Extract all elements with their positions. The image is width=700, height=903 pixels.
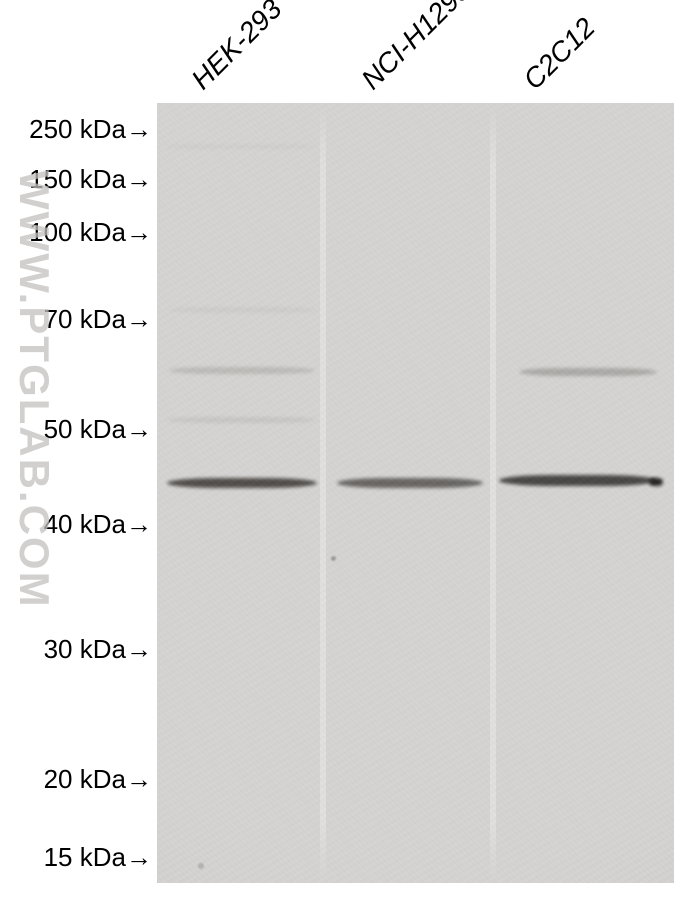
blot-band [167, 417, 317, 423]
blot-band [337, 478, 483, 488]
mw-unit: kDa [80, 634, 126, 664]
mw-unit: kDa [80, 414, 126, 444]
blot-band [649, 478, 663, 486]
mw-unit: kDa [80, 842, 126, 872]
arrow-right-icon: → [126, 509, 152, 539]
mw-marker-label: 100 kDa→ [29, 217, 152, 248]
blot-band [165, 144, 317, 149]
blot-band [167, 478, 317, 488]
blot-band [169, 367, 315, 374]
mw-value: 40 [44, 509, 73, 539]
mw-value: 50 [44, 414, 73, 444]
lane-label: NCI-H1299 [355, 0, 477, 96]
mw-unit: kDa [80, 217, 126, 247]
mw-marker-label: 50 kDa→ [44, 414, 152, 445]
lane-label: HEK-293 [185, 0, 288, 96]
lane-label: C2C12 [517, 12, 601, 96]
mw-unit: kDa [80, 509, 126, 539]
speck [331, 556, 336, 561]
mw-value: 150 [29, 164, 72, 194]
mw-marker-label: 250 kDa→ [29, 114, 152, 145]
film-grain [157, 103, 674, 883]
lane-divider [320, 103, 326, 883]
mw-marker-label: 40 kDa→ [44, 509, 152, 540]
mw-marker-label: 20 kDa→ [44, 764, 152, 795]
mw-unit: kDa [80, 114, 126, 144]
arrow-right-icon: → [126, 414, 152, 444]
mw-marker-label: 70 kDa→ [44, 304, 152, 335]
blot-membrane [157, 103, 674, 883]
mw-unit: kDa [80, 304, 126, 334]
mw-value: 15 [44, 842, 73, 872]
mw-value: 70 [44, 304, 73, 334]
lane-divider [490, 103, 496, 883]
arrow-right-icon: → [126, 764, 152, 794]
blot-band [499, 475, 657, 486]
arrow-right-icon: → [126, 217, 152, 247]
arrow-right-icon: → [126, 304, 152, 334]
mw-unit: kDa [80, 764, 126, 794]
mw-marker-label: 30 kDa→ [44, 634, 152, 665]
blot-band [167, 307, 317, 313]
mw-value: 30 [44, 634, 73, 664]
figure-canvas: HEK-293NCI-H1299C2C12250 kDa→150 kDa→100… [0, 0, 700, 903]
mw-marker-label: 15 kDa→ [44, 842, 152, 873]
mw-unit: kDa [80, 164, 126, 194]
arrow-right-icon: → [126, 164, 152, 194]
speck [198, 863, 204, 869]
arrow-right-icon: → [126, 114, 152, 144]
blot-band [519, 368, 657, 376]
mw-value: 250 [29, 114, 72, 144]
mw-value: 20 [44, 764, 73, 794]
mw-value: 100 [29, 217, 72, 247]
arrow-right-icon: → [126, 634, 152, 664]
mw-marker-label: 150 kDa→ [29, 164, 152, 195]
arrow-right-icon: → [126, 842, 152, 872]
